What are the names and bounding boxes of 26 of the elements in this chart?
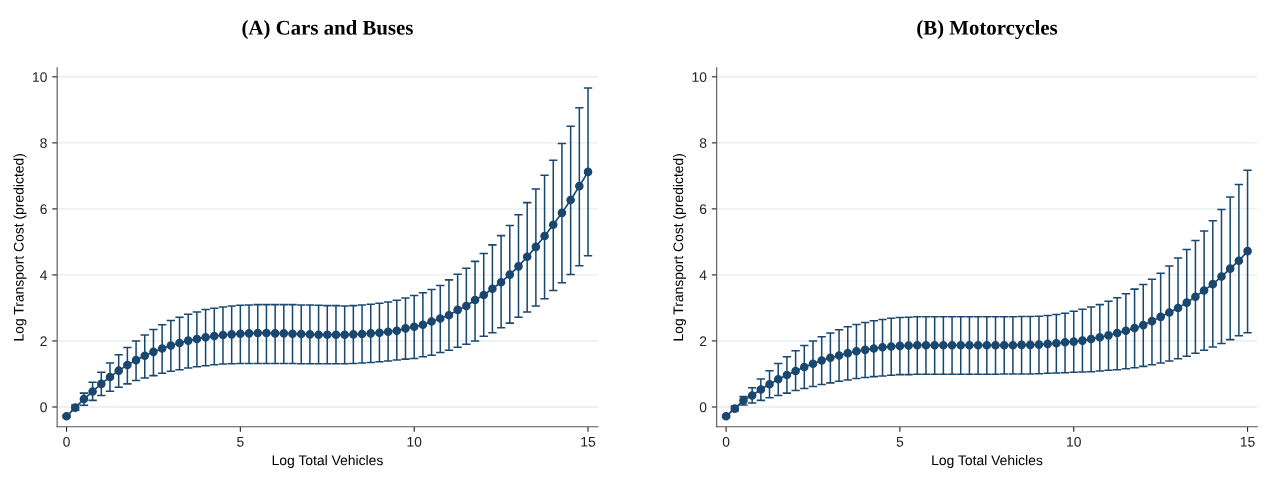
y-tick-label: 10 xyxy=(692,72,707,82)
x-tick-label: 15 xyxy=(581,437,596,447)
y-tick-label: 0 xyxy=(699,402,707,413)
y-tick-label: 8 xyxy=(40,138,47,149)
y-tick-label: 2 xyxy=(40,336,47,346)
y-tick-label: 6 xyxy=(40,204,47,215)
y-tick-label: 2 xyxy=(699,336,707,346)
x-tick-label: 5 xyxy=(896,437,904,447)
x-tick-label: 0 xyxy=(63,436,70,447)
x-tick-label: 10 xyxy=(407,436,422,447)
y-tick-label: 4 xyxy=(699,270,707,280)
y-tick-label: 6 xyxy=(699,204,707,215)
y-tick-label: 10 xyxy=(33,72,47,82)
y-axis-title: Log Transport Cost (predicted) xyxy=(13,154,27,341)
y-tick-label: 8 xyxy=(699,138,707,149)
y-axis-title: Log Transport Cost (predicted) xyxy=(673,154,686,341)
x-axis-title: Log Total Vehicles xyxy=(932,455,1043,468)
x-axis-title: Log Total Vehicles xyxy=(272,455,383,468)
x-tick-label: 15 xyxy=(1240,437,1255,447)
chart-title: (B) Motorcycles xyxy=(917,20,1058,40)
y-tick-label: 0 xyxy=(40,402,47,413)
chart-title: (A) Cars and Buses xyxy=(242,20,413,39)
y-tick-label: 4 xyxy=(40,270,48,280)
x-tick-label: 0 xyxy=(722,436,730,447)
x-tick-label: 5 xyxy=(237,437,244,447)
x-tick-label: 10 xyxy=(1067,436,1081,447)
